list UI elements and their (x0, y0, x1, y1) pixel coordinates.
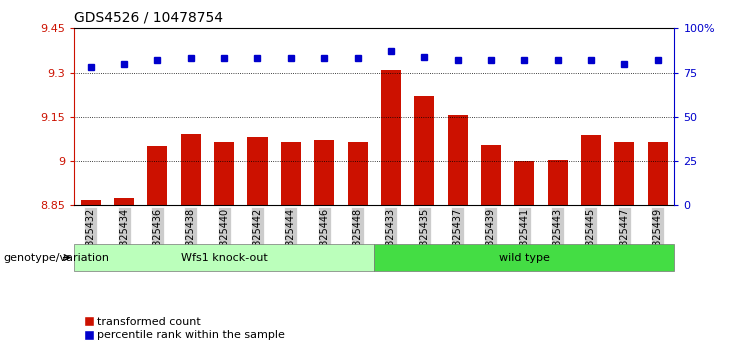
Bar (374, 244, 674, 271)
Bar (381, 70, 401, 205)
Bar (281, 142, 301, 205)
Bar (147, 146, 167, 205)
Bar (114, 198, 134, 205)
Bar (514, 161, 534, 205)
Bar (414, 96, 434, 205)
Bar (314, 141, 334, 205)
Bar (581, 135, 601, 205)
Bar (548, 160, 568, 205)
Bar (81, 200, 101, 205)
Bar (247, 137, 268, 205)
Legend: transformed count, percentile rank within the sample: transformed count, percentile rank withi… (79, 313, 290, 345)
Bar (214, 142, 234, 205)
Bar (74, 244, 374, 271)
Bar (348, 142, 368, 205)
Text: wild type: wild type (499, 252, 550, 263)
Text: genotype/variation: genotype/variation (4, 252, 110, 263)
Bar (648, 142, 668, 205)
Bar (614, 142, 634, 205)
Text: Wfs1 knock-out: Wfs1 knock-out (181, 252, 268, 263)
Bar (448, 115, 468, 205)
Text: GDS4526 / 10478754: GDS4526 / 10478754 (74, 11, 223, 25)
Bar (181, 134, 201, 205)
Bar (481, 145, 501, 205)
